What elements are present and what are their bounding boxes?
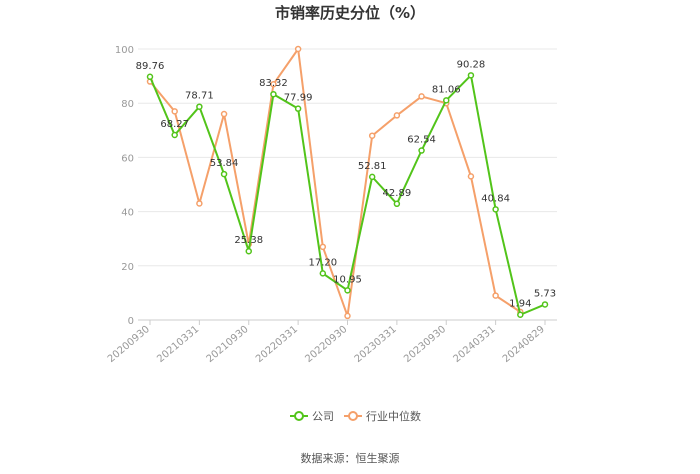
source-note: 数据来源：恒生聚源 [301,451,400,465]
x-tick-label: 20220930 [303,324,349,365]
series-point-0[interactable] [344,287,351,294]
x-tick-label: 20240331 [451,324,497,365]
data-label: 53.84 [210,158,239,169]
chart-title: 市销率历史分位（%） [275,4,425,22]
y-tick-label: 60 [121,153,134,164]
series-point-0[interactable] [492,206,499,213]
series-point-0[interactable] [294,105,302,112]
x-axis: 20200930 20210331 20210930 20220331 20220930… [106,320,547,365]
y-tick-label: 100 [115,45,134,56]
series-point-1[interactable] [294,45,302,53]
series-point-0[interactable] [517,311,524,318]
series-point-1[interactable] [270,80,277,88]
data-label: 5.73 [534,288,556,299]
series-point-0[interactable] [393,200,401,208]
series-point-1[interactable] [171,108,178,115]
data-label: 52.81 [358,161,387,172]
x-tick-label: 20230331 [353,324,399,365]
legend[interactable]: 公司 行业中位数 [290,409,421,423]
data-label: 81.06 [432,84,461,95]
series-point-0[interactable] [245,247,252,255]
series-point-0[interactable] [467,72,475,79]
x-tick-label: 20220331 [254,324,300,365]
data-label: 68.27 [160,119,189,130]
series-point-1[interactable] [492,292,499,299]
series-point-0[interactable] [220,170,228,178]
series-point-0[interactable] [368,173,376,181]
x-tick-label: 20240829 [501,324,547,365]
data-label: 83.32 [259,78,288,89]
x-tick-label: 20210930 [205,324,251,365]
series-point-1[interactable] [393,112,401,119]
series-point-1[interactable] [467,173,475,180]
series-point-0[interactable] [319,270,327,277]
x-tick-label: 20200930 [106,324,152,365]
y-tick-label: 40 [121,208,134,219]
series-point-1[interactable] [196,200,203,207]
series-point-1[interactable] [418,93,425,100]
y-tick-label: 20 [121,262,134,273]
series-point-0[interactable] [270,90,277,98]
data-label: 40.84 [481,193,510,204]
series-point-1[interactable] [344,312,351,320]
legend-item-1[interactable]: 行业中位数 [366,409,421,423]
legend-marker[interactable] [348,411,358,421]
data-label: 10.95 [333,274,362,285]
series-point-1[interactable] [220,110,228,118]
x-tick-label: 20230930 [402,324,448,365]
data-label: 77.99 [284,93,313,104]
data-labels: 89.76 68.27 78.71 53.84 25.38 83.32 77.99 17.20… [136,59,556,309]
series-point-1[interactable] [319,243,327,251]
data-label: 90.28 [457,59,486,70]
data-label: 62.54 [407,135,436,146]
series-point-0[interactable] [541,301,549,308]
series-point-1[interactable] [368,132,376,139]
legend-item-0[interactable]: 公司 [312,410,334,423]
data-label: 25.38 [234,235,263,246]
y-tick-label: 0 [128,316,134,327]
y-tick-label: 80 [121,99,134,110]
data-label: 17.20 [308,257,337,268]
series-point-0[interactable] [171,131,178,139]
data-label: 42.89 [383,188,412,199]
x-tick-label: 20210331 [155,324,201,365]
series-point-0[interactable] [196,103,203,110]
series-point-0[interactable] [443,97,450,104]
y-axis: 0 20 40 60 80 100 [115,45,134,327]
data-label: 78.71 [185,91,214,102]
data-label: 89.76 [136,61,165,72]
data-label: 1.94 [509,299,531,310]
series-point-0[interactable] [418,147,425,154]
series-point-0[interactable] [146,73,154,81]
series-layer [146,45,549,320]
grid [138,48,557,321]
legend-marker[interactable] [294,411,304,421]
